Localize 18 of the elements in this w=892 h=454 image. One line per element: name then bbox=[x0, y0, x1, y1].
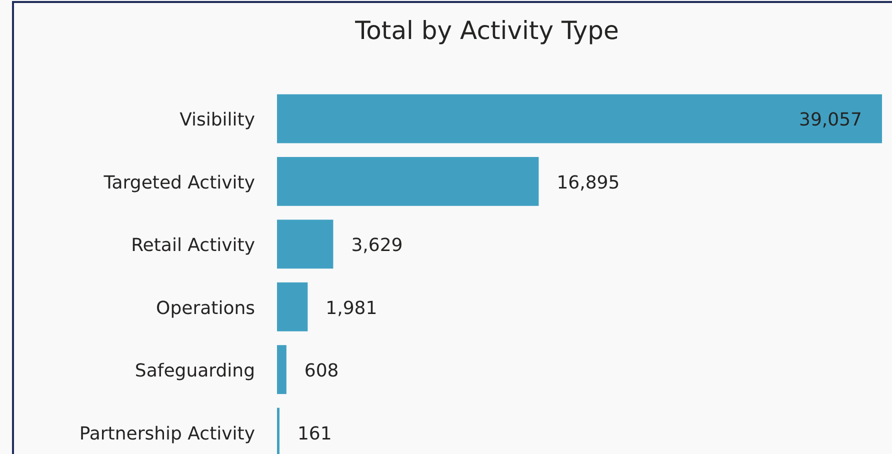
bar bbox=[277, 220, 334, 269]
bar bbox=[277, 282, 308, 332]
y-tick-label: Retail Activity bbox=[131, 235, 256, 256]
data-label: 1,981 bbox=[326, 298, 378, 319]
y-tick-label: Visibility bbox=[180, 110, 256, 131]
y-tick-label: Safeguarding bbox=[134, 360, 255, 382]
data-label: 3,629 bbox=[351, 235, 403, 256]
bar bbox=[277, 156, 539, 206]
data-label: 16,895 bbox=[556, 172, 620, 194]
data-label: 608 bbox=[304, 360, 339, 382]
y-tick-label: Operations bbox=[156, 298, 255, 319]
chart-title: Total by Activity Type bbox=[354, 16, 619, 45]
data-label: 39,057 bbox=[799, 110, 862, 131]
data-label: 161 bbox=[297, 423, 332, 444]
y-tick-label: Targeted Activity bbox=[102, 172, 256, 194]
y-tick-label: Partnership Activity bbox=[79, 423, 256, 444]
bar bbox=[277, 345, 286, 394]
bar bbox=[277, 94, 882, 144]
